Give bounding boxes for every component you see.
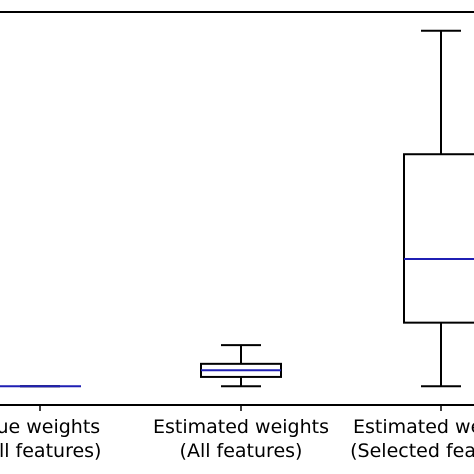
box-3 — [403, 29, 474, 388]
box-2 — [200, 344, 282, 388]
plot-frame — [0, 11, 474, 406]
x-tick-label-line2: (All features) — [180, 440, 303, 462]
x-tick-label-line2: (Selected features) — [350, 440, 474, 462]
x-tick-label-line2: (All features) — [0, 440, 101, 462]
x-tick-label-line1: True weights — [0, 416, 100, 438]
box-body — [403, 153, 474, 324]
x-tick-label-line1: Estimated weights — [353, 416, 474, 438]
x-tick-label-line1: Estimated weights — [153, 416, 329, 438]
